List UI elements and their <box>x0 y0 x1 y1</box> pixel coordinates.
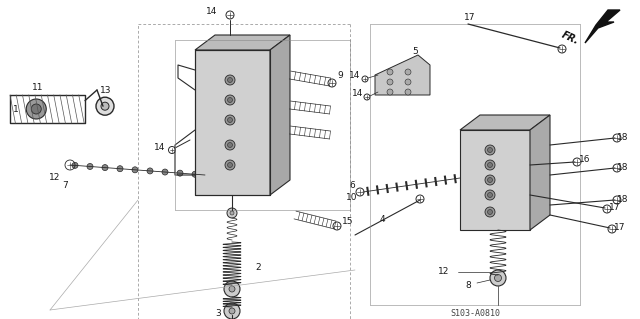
Circle shape <box>387 89 393 95</box>
Text: 16: 16 <box>579 155 591 165</box>
Circle shape <box>230 211 234 215</box>
Text: 12: 12 <box>49 174 61 182</box>
Circle shape <box>225 140 235 150</box>
Text: FR.: FR. <box>559 30 580 46</box>
Circle shape <box>101 102 109 110</box>
Text: 11: 11 <box>32 83 44 92</box>
Circle shape <box>488 162 493 167</box>
Polygon shape <box>460 130 530 230</box>
Circle shape <box>132 167 138 173</box>
Circle shape <box>495 275 502 281</box>
Circle shape <box>405 69 411 75</box>
Circle shape <box>72 162 78 168</box>
Circle shape <box>485 207 495 217</box>
Circle shape <box>225 115 235 125</box>
Polygon shape <box>585 10 620 43</box>
Circle shape <box>387 69 393 75</box>
Text: 17: 17 <box>614 222 626 232</box>
Circle shape <box>488 192 493 197</box>
Text: 14: 14 <box>352 88 364 98</box>
Circle shape <box>227 208 237 218</box>
Polygon shape <box>460 115 550 130</box>
Text: 2: 2 <box>255 263 261 272</box>
Circle shape <box>102 165 108 171</box>
Circle shape <box>177 170 183 176</box>
Circle shape <box>224 281 240 297</box>
Circle shape <box>229 308 235 314</box>
Circle shape <box>162 169 168 175</box>
Text: 5: 5 <box>412 48 418 56</box>
Circle shape <box>192 171 198 177</box>
Text: 14: 14 <box>349 70 361 79</box>
Circle shape <box>227 78 232 83</box>
Circle shape <box>387 79 393 85</box>
Circle shape <box>31 104 41 114</box>
Text: 7: 7 <box>62 181 68 189</box>
Text: 4: 4 <box>379 216 385 225</box>
Circle shape <box>485 175 495 185</box>
Text: 18: 18 <box>617 133 628 143</box>
Polygon shape <box>375 55 430 95</box>
Circle shape <box>405 79 411 85</box>
Circle shape <box>147 168 153 174</box>
Circle shape <box>405 89 411 95</box>
Polygon shape <box>195 35 290 50</box>
Text: 10: 10 <box>346 192 358 202</box>
Circle shape <box>485 190 495 200</box>
Circle shape <box>225 160 235 170</box>
Polygon shape <box>195 50 270 195</box>
Text: 9: 9 <box>337 71 343 80</box>
Circle shape <box>96 97 114 115</box>
Text: 8: 8 <box>465 280 471 290</box>
Circle shape <box>227 162 232 167</box>
Text: 14: 14 <box>206 8 218 17</box>
Circle shape <box>227 143 232 147</box>
Circle shape <box>490 270 506 286</box>
Text: 18: 18 <box>617 196 628 204</box>
Circle shape <box>485 145 495 155</box>
Text: 17: 17 <box>464 12 476 21</box>
Circle shape <box>485 160 495 170</box>
Circle shape <box>227 98 232 102</box>
Circle shape <box>227 117 232 122</box>
Polygon shape <box>270 35 290 195</box>
Text: 18: 18 <box>617 164 628 173</box>
Text: 1: 1 <box>13 105 19 114</box>
Circle shape <box>488 210 493 214</box>
Circle shape <box>117 166 123 172</box>
Circle shape <box>229 286 235 292</box>
Circle shape <box>225 75 235 85</box>
Text: 3: 3 <box>215 308 221 317</box>
Circle shape <box>488 177 493 182</box>
Text: S103-A0810: S103-A0810 <box>450 308 500 317</box>
Text: 14: 14 <box>154 144 166 152</box>
Text: 12: 12 <box>438 268 450 277</box>
Text: 13: 13 <box>100 86 112 95</box>
Polygon shape <box>530 115 550 230</box>
Text: 6: 6 <box>349 181 355 189</box>
Circle shape <box>26 99 46 119</box>
Text: 17: 17 <box>609 203 621 211</box>
Text: 15: 15 <box>342 218 354 226</box>
Circle shape <box>488 147 493 152</box>
Circle shape <box>87 163 93 169</box>
Circle shape <box>225 95 235 105</box>
Circle shape <box>224 303 240 319</box>
